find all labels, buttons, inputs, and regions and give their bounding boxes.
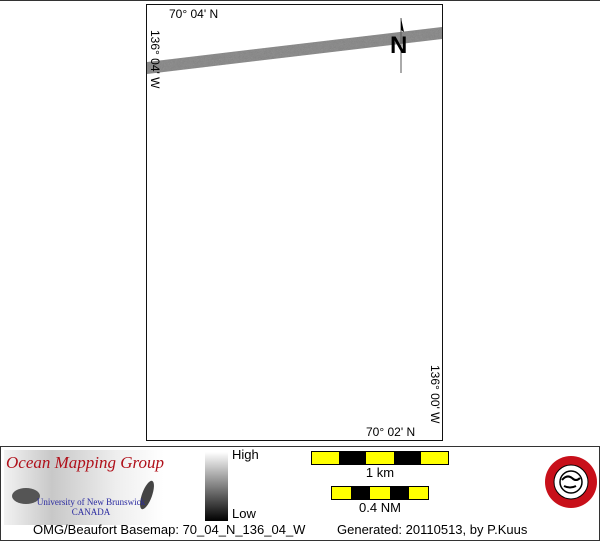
bottom-latitude-label: 70° 02' N	[366, 425, 416, 439]
top-divider	[0, 0, 600, 1]
intensity-colorbar	[205, 452, 228, 521]
north-arrow-label: N	[390, 32, 408, 59]
colorbar-low-label: Low	[232, 506, 256, 521]
logo-title: Ocean Mapping Group	[6, 453, 165, 472]
generated-text: Generated: 20110513, by P.Kuus	[337, 522, 528, 537]
scale-nm-label: 0.4 NM	[359, 500, 401, 515]
bathymetry-swath	[147, 27, 442, 74]
north-arrow-icon	[400, 18, 404, 73]
left-longitude-label: 136° 04' W	[148, 30, 162, 89]
sonar-target-icon	[12, 488, 40, 504]
map-frame[interactable]	[146, 4, 443, 441]
right-longitude-label: 136° 00' W	[428, 365, 442, 424]
scale-bar-km	[311, 451, 449, 465]
scale-bar-nm	[331, 486, 429, 500]
omg-logo: Ocean Mapping Group University of New Br…	[4, 450, 164, 525]
colorbar-high-label: High	[232, 447, 259, 462]
logo-university: University of New Brunswick	[36, 497, 146, 507]
unb-geodesy-seal-icon	[545, 456, 597, 508]
logo-country: CANADA	[71, 507, 111, 517]
top-latitude-label: 70° 04' N	[169, 7, 219, 21]
basemap-id-text: OMG/Beaufort Basemap: 70_04_N_136_04_W	[33, 522, 306, 537]
scale-km-label: 1 km	[365, 465, 395, 480]
